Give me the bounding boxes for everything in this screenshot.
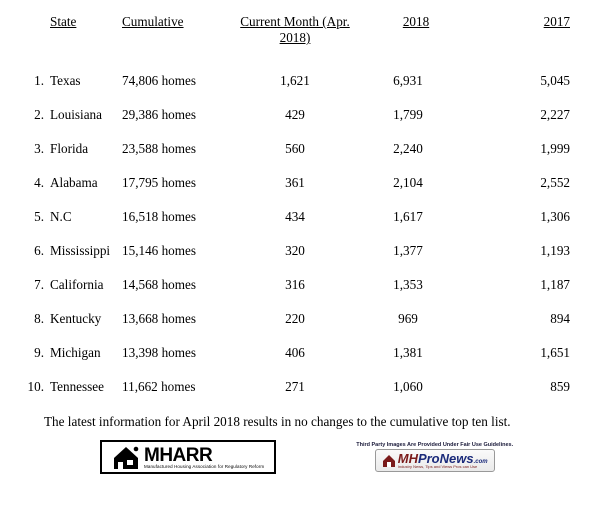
rank-cell: 9. [20, 336, 46, 370]
table-row: 7.California14,568 homes3161,3531,187 [20, 268, 580, 302]
cumulative-cell: 13,668 homes [118, 302, 226, 336]
col-cumulative: Cumulative [118, 14, 226, 64]
cumulative-cell: 74,806 homes [118, 64, 226, 98]
cumulative-cell: 16,518 homes [118, 200, 226, 234]
year-2017-cell: 1,651 [452, 336, 580, 370]
year-2017-cell: 859 [452, 370, 580, 404]
state-cell: California [46, 268, 118, 302]
year-2018-cell: 1,353 [364, 268, 452, 302]
table-row: 9.Michigan13,398 homes4061,3811,651 [20, 336, 580, 370]
col-2018: 2018 [364, 14, 452, 64]
mharr-logo: MHARR Manufactured Housing Association f… [100, 440, 276, 474]
state-cell: Mississippi [46, 234, 118, 268]
current-month-cell: 1,621 [226, 64, 364, 98]
table-row: 2.Louisiana29,386 homes4291,7992,227 [20, 98, 580, 132]
mhpronews-tagline: Industry News, Tips and Views Pros can U… [398, 465, 488, 469]
state-cell: Alabama [46, 166, 118, 200]
document-container: State Cumulative Current Month (Apr. 201… [0, 0, 600, 482]
year-2018-cell: 1,377 [364, 234, 452, 268]
year-2018-cell: 1,799 [364, 98, 452, 132]
year-2017-cell: 1,306 [452, 200, 580, 234]
col-state: State [46, 14, 118, 64]
year-2017-cell: 894 [452, 302, 580, 336]
year-2017-cell: 2,227 [452, 98, 580, 132]
rank-cell: 4. [20, 166, 46, 200]
year-2018-cell: 2,104 [364, 166, 452, 200]
current-month-cell: 220 [226, 302, 364, 336]
table-row: 5.N.C16,518 homes4341,6171,306 [20, 200, 580, 234]
rank-cell: 2. [20, 98, 46, 132]
mharr-subtitle: Manufactured Housing Association for Reg… [144, 465, 264, 470]
cumulative-cell: 15,146 homes [118, 234, 226, 268]
current-month-cell: 560 [226, 132, 364, 166]
year-2018-cell: 1,617 [364, 200, 452, 234]
state-cell: Michigan [46, 336, 118, 370]
current-month-cell: 316 [226, 268, 364, 302]
year-2017-cell: 1,187 [452, 268, 580, 302]
table-row: 10.Tennessee11,662 homes2711,060859 [20, 370, 580, 404]
table-row: 6.Mississippi15,146 homes3201,3771,193 [20, 234, 580, 268]
state-cell: Texas [46, 64, 118, 98]
cumulative-cell: 11,662 homes [118, 370, 226, 404]
year-2018-cell: 2,240 [364, 132, 452, 166]
year-2018-cell: 6,931 [364, 64, 452, 98]
state-cell: Kentucky [46, 302, 118, 336]
cumulative-cell: 14,568 homes [118, 268, 226, 302]
rank-cell: 1. [20, 64, 46, 98]
current-month-cell: 406 [226, 336, 364, 370]
table-row: 8.Kentucky13,668 homes220969894 [20, 302, 580, 336]
logo-row: MHARR Manufactured Housing Association f… [20, 440, 580, 474]
rank-cell: 10. [20, 370, 46, 404]
year-2017-cell: 2,552 [452, 166, 580, 200]
table-row: 1.Texas74,806 homes1,6216,9315,045 [20, 64, 580, 98]
year-2017-cell: 1,999 [452, 132, 580, 166]
cumulative-cell: 13,398 homes [118, 336, 226, 370]
mhpronews-block: Third Party Images Are Provided Under Fa… [356, 442, 513, 471]
rank-cell: 8. [20, 302, 46, 336]
year-2018-cell: 1,060 [364, 370, 452, 404]
mhpronews-logo: MHProNews.com Industry News, Tips and Vi… [375, 449, 495, 471]
cumulative-cell: 29,386 homes [118, 98, 226, 132]
state-cell: Louisiana [46, 98, 118, 132]
state-cell: N.C [46, 200, 118, 234]
year-2018-cell: 969 [364, 302, 452, 336]
rank-cell: 7. [20, 268, 46, 302]
rank-cell: 3. [20, 132, 46, 166]
table-caption: The latest information for April 2018 re… [44, 414, 580, 430]
year-2018-cell: 1,381 [364, 336, 452, 370]
cumulative-cell: 23,588 homes [118, 132, 226, 166]
rank-cell: 6. [20, 234, 46, 268]
state-rankings-table: State Cumulative Current Month (Apr. 201… [20, 14, 580, 404]
house-icon [112, 446, 140, 470]
col-current-month: Current Month (Apr. 2018) [226, 14, 364, 64]
col-2017: 2017 [452, 14, 580, 64]
rank-cell: 5. [20, 200, 46, 234]
current-month-cell: 320 [226, 234, 364, 268]
current-month-cell: 429 [226, 98, 364, 132]
table-row: 3.Florida23,588 homes5602,2401,999 [20, 132, 580, 166]
cumulative-cell: 17,795 homes [118, 166, 226, 200]
year-2017-cell: 1,193 [452, 234, 580, 268]
state-cell: Florida [46, 132, 118, 166]
mharr-title: MHARR [144, 446, 264, 465]
year-2017-cell: 5,045 [452, 64, 580, 98]
state-cell: Tennessee [46, 370, 118, 404]
house-icon [382, 454, 396, 468]
current-month-cell: 434 [226, 200, 364, 234]
current-month-cell: 271 [226, 370, 364, 404]
table-row: 4.Alabama17,795 homes3612,1042,552 [20, 166, 580, 200]
fair-use-disclaimer: Third Party Images Are Provided Under Fa… [356, 442, 513, 448]
current-month-cell: 361 [226, 166, 364, 200]
header-row: State Cumulative Current Month (Apr. 201… [20, 14, 580, 64]
